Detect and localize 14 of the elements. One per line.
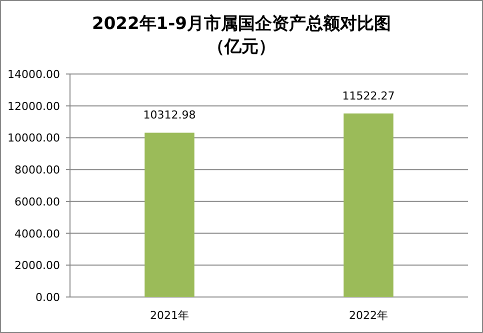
x-tick-label: 2021年 xyxy=(150,309,189,322)
y-tick-label: 14000.00 xyxy=(8,68,60,81)
y-tick-label: 4000.00 xyxy=(14,227,60,240)
y-tick-label: 8000.00 xyxy=(14,164,60,177)
data-label: 10312.98 xyxy=(143,108,196,122)
y-tick-label: 6000.00 xyxy=(14,195,60,208)
y-tick-label: 2000.00 xyxy=(14,259,60,272)
y-tick-label: 10000.00 xyxy=(8,132,60,145)
chart-subtitle: （亿元） xyxy=(208,37,276,57)
y-tick-label: 12000.00 xyxy=(8,100,60,113)
x-tick-label: 2022年 xyxy=(349,309,388,322)
chart-title: 2022年1-9月市属国企资产总额对比图 xyxy=(92,14,392,34)
data-label: 11522.27 xyxy=(342,89,395,102)
y-tick-label: 0.00 xyxy=(36,291,60,304)
